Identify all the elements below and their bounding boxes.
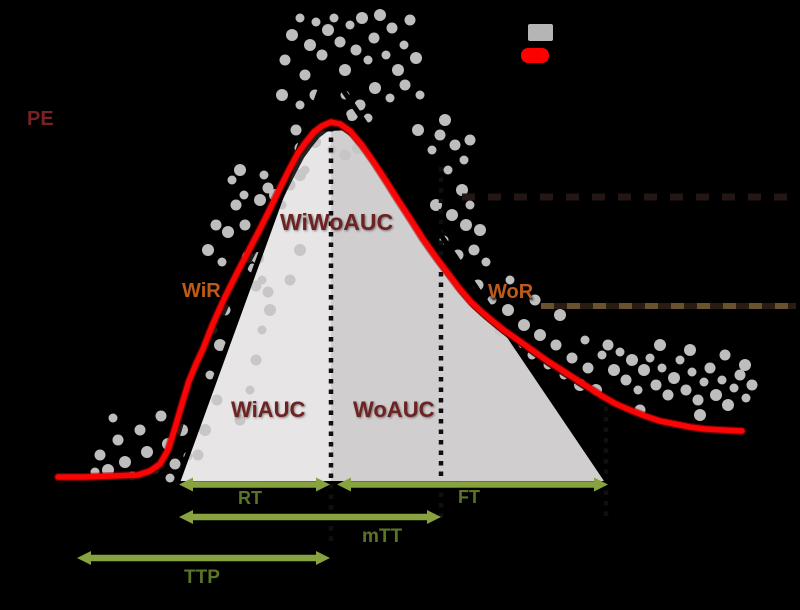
fall-time-label: FT: [458, 487, 480, 507]
peak-enhancement-label: PE: [27, 108, 54, 130]
ft-arrow: [337, 477, 608, 492]
ttp-arrow: [77, 551, 330, 565]
mtt-arrow: [179, 510, 441, 524]
legend-fit-swatch: [521, 48, 549, 63]
mean-transit-time-label: mTT: [362, 526, 403, 547]
wiauc-label: WiAUC: [231, 397, 306, 422]
wash-in-rate-label: WiR: [182, 280, 221, 302]
time-to-peak-label: TTP: [184, 567, 220, 588]
woauc-label: WoAUC: [353, 397, 435, 422]
wiwoauc-label: WiWoAUC: [280, 209, 394, 235]
rt-arrow: [179, 477, 330, 492]
wash-out-rate-label: WoR: [488, 281, 534, 303]
legend-signal-swatch: [528, 24, 553, 41]
rise-time-label: RT: [238, 488, 262, 508]
